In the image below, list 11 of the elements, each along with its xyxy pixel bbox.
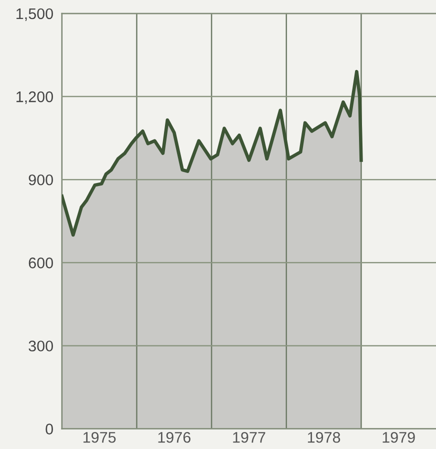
x-tick-label: 1978	[308, 432, 340, 443]
y-tick-label: 0	[46, 424, 53, 434]
x-tick-label: 1975	[83, 432, 116, 443]
x-tick-label: 1979	[382, 432, 415, 443]
y-tick-label: 1,200	[16, 91, 53, 104]
y-tick-label: 300	[28, 340, 53, 352]
y-tick-label: 600	[28, 258, 53, 268]
y-tick-label: 900	[28, 174, 53, 186]
y-tick-label: 1,500	[16, 8, 53, 21]
x-tick-label: 1976	[158, 432, 190, 443]
x-tick-label: 1977	[233, 432, 266, 443]
